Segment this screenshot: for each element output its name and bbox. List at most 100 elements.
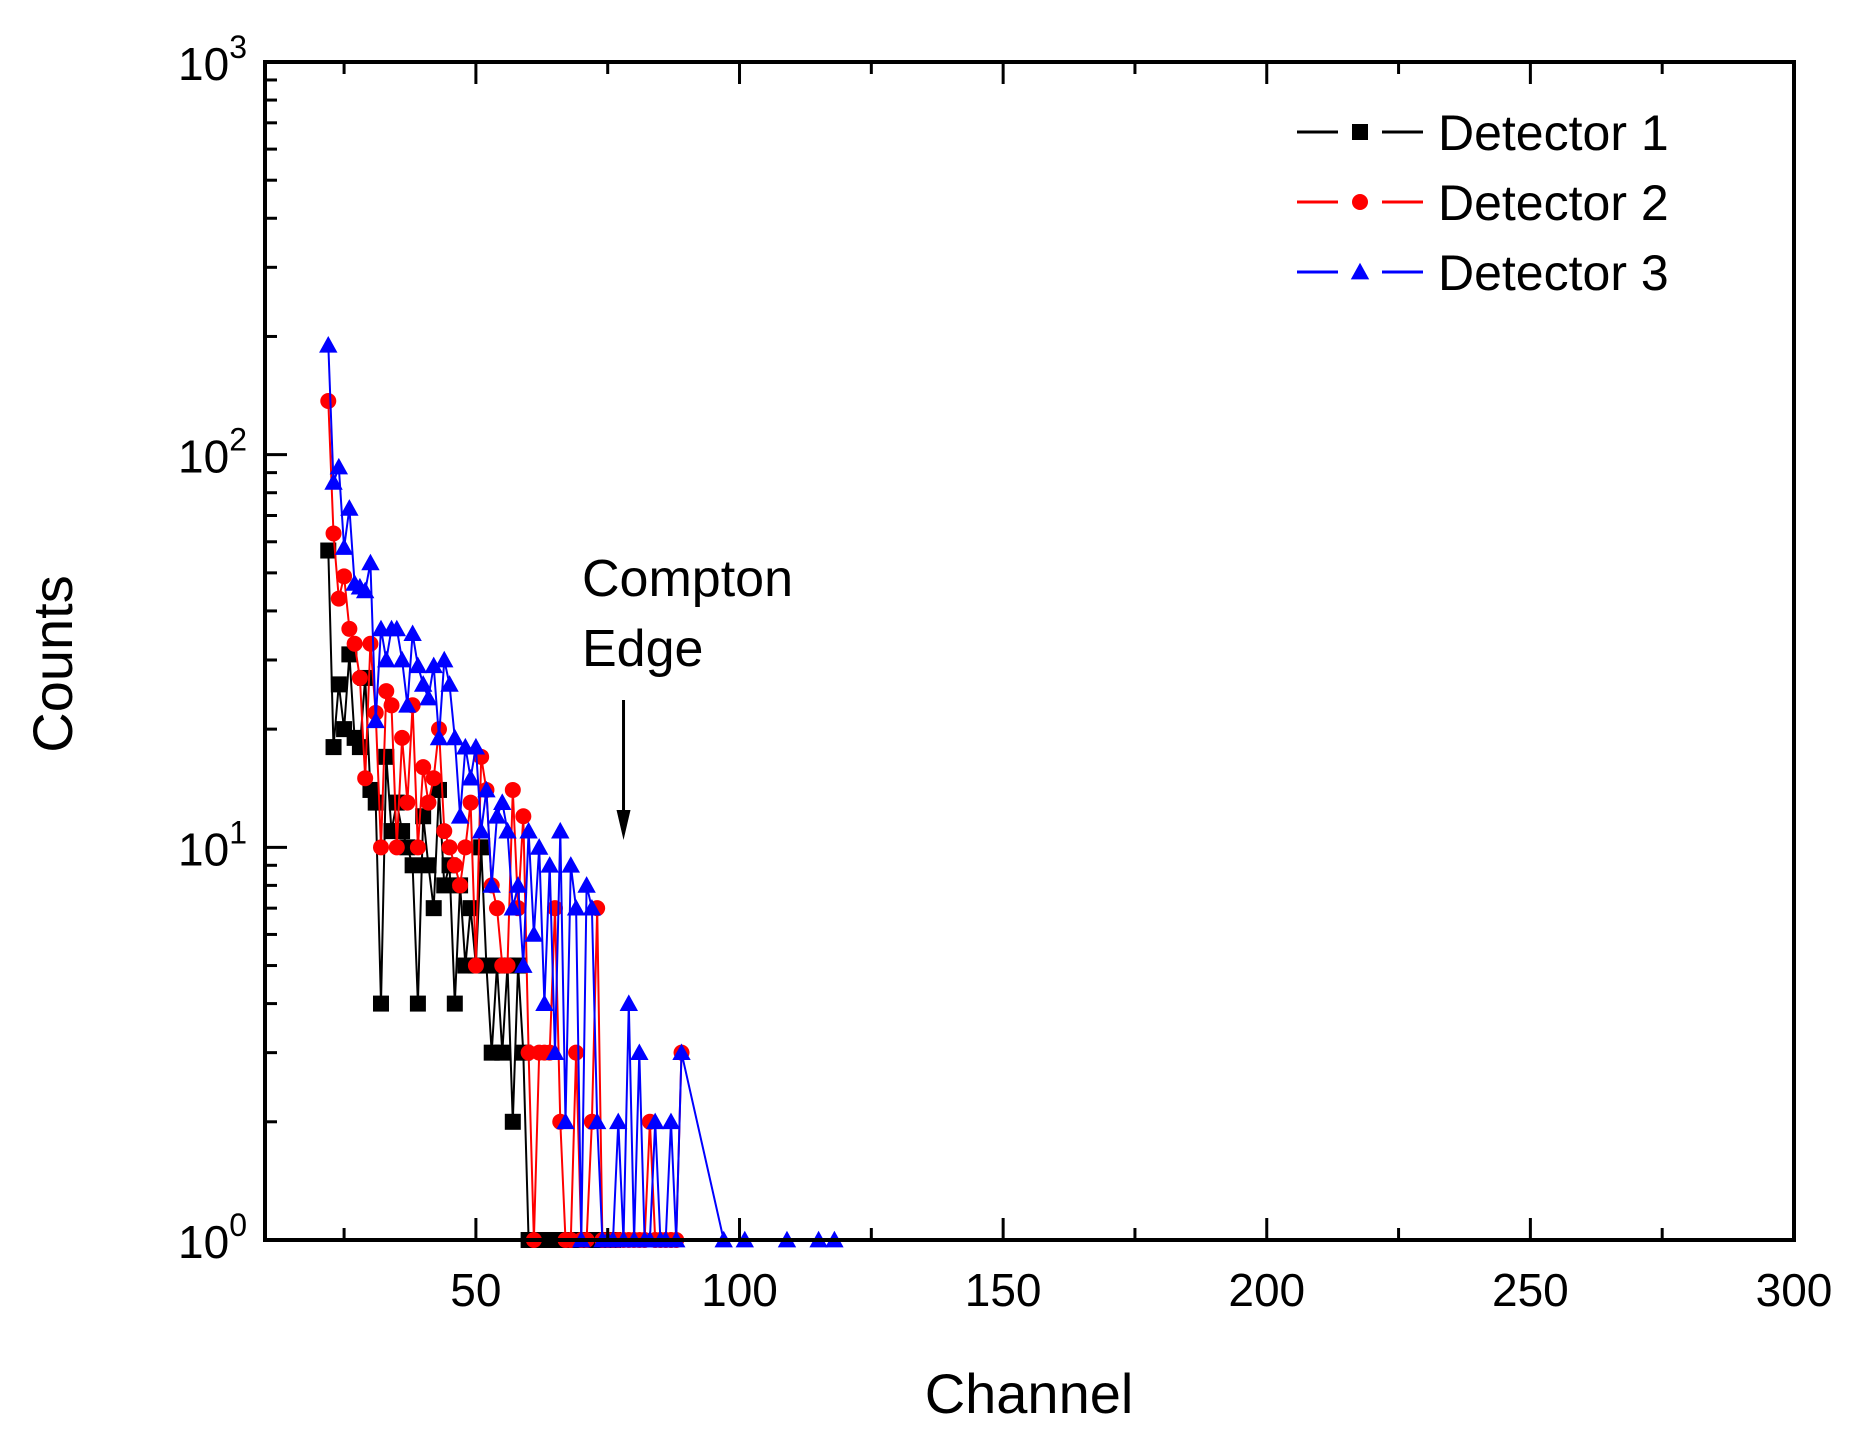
data-point — [493, 793, 512, 810]
x-tick-label: 50 — [450, 1264, 501, 1316]
data-point — [446, 995, 463, 1012]
data-point — [551, 821, 570, 839]
annotation-line-2: Edge — [582, 620, 703, 678]
data-point — [561, 856, 580, 873]
data-point — [514, 956, 533, 973]
data-point — [462, 794, 479, 811]
data-point — [387, 619, 407, 637]
data-point — [351, 669, 368, 686]
data-point — [568, 1044, 585, 1061]
data-point — [361, 553, 380, 571]
data-point — [398, 696, 417, 713]
legend-item-1: Detector 1 — [1297, 105, 1669, 161]
data-point — [446, 857, 463, 874]
data-point — [566, 898, 586, 916]
data-point — [535, 994, 554, 1011]
data-point — [545, 1043, 565, 1061]
data-point — [320, 392, 337, 409]
data-point — [378, 748, 395, 765]
data-point — [366, 711, 385, 729]
data-point — [424, 656, 443, 674]
annotation-line-1: Compton — [582, 550, 793, 608]
data-point — [498, 821, 517, 839]
annotation-arrow-head-icon — [616, 810, 631, 840]
x-axis: 50 100 150 200 250 300 — [342, 62, 1833, 1316]
y-axis-title: Counts — [21, 575, 84, 752]
y-axis: 100 101 102 103 — [178, 29, 287, 1268]
x-axis-title: Channel — [925, 1362, 1134, 1425]
data-point — [473, 839, 490, 856]
data-point — [330, 590, 347, 607]
data-point — [515, 808, 532, 825]
data-point — [413, 675, 433, 692]
data-point — [336, 568, 353, 585]
data-point — [372, 995, 389, 1012]
data-point — [1352, 194, 1368, 210]
data-point — [540, 856, 559, 873]
data-point — [619, 994, 638, 1011]
data-point — [524, 925, 544, 942]
data-point — [330, 676, 347, 693]
data-point — [403, 624, 422, 642]
data-point — [494, 1044, 511, 1061]
data-point — [450, 807, 470, 824]
x-tick-label: 100 — [701, 1264, 778, 1316]
data-point — [482, 876, 501, 893]
data-point — [388, 839, 405, 856]
data-point — [320, 542, 337, 559]
data-point — [471, 821, 491, 839]
data-point — [1352, 124, 1368, 140]
data-point — [529, 838, 549, 855]
plot-frame — [263, 60, 1796, 1242]
data-point — [556, 1112, 575, 1130]
data-point — [477, 780, 496, 798]
legend-label: Detector 2 — [1438, 175, 1669, 231]
data-point — [503, 898, 523, 916]
data-point — [441, 839, 458, 856]
data-point — [425, 770, 442, 787]
data-point — [392, 650, 412, 668]
data-point — [504, 1113, 521, 1130]
data-point — [587, 1112, 607, 1130]
data-point — [577, 876, 596, 893]
data-point — [346, 635, 363, 652]
data-point — [457, 839, 474, 856]
data-point — [404, 857, 421, 874]
data-point — [409, 839, 426, 856]
data-point — [372, 839, 389, 856]
data-point — [334, 538, 354, 555]
y-tick-label: 101 — [178, 814, 247, 875]
data-point — [325, 525, 342, 542]
data-point — [445, 728, 465, 746]
data-point — [377, 650, 396, 668]
legend-item-3: Detector 3 — [1297, 245, 1669, 301]
legend: Detector 1 Detector 2 Detector 3 — [1297, 105, 1669, 301]
data-point — [325, 739, 342, 756]
data-point — [367, 794, 384, 811]
data-point — [409, 995, 426, 1012]
data-point — [461, 768, 480, 786]
data-point — [420, 794, 437, 811]
data-point — [425, 900, 442, 917]
data-point — [420, 857, 437, 874]
data-point — [399, 794, 416, 811]
data-point — [499, 957, 516, 974]
compton-edge-annotation: Compton Edge — [582, 550, 793, 840]
data-point — [355, 581, 375, 599]
data-point — [488, 900, 505, 917]
data-point — [324, 473, 343, 490]
x-tick-label: 300 — [1756, 1264, 1833, 1316]
data-point — [645, 1112, 665, 1130]
legend-label: Detector 1 — [1438, 105, 1669, 161]
data-point — [362, 635, 379, 652]
x-tick-label: 150 — [965, 1264, 1042, 1316]
data-point — [466, 737, 486, 755]
y-tick-label: 100 — [178, 1207, 247, 1268]
x-tick-label: 250 — [1492, 1264, 1569, 1316]
data-point — [340, 499, 359, 516]
data-point — [383, 697, 400, 714]
y-tick-label: 103 — [178, 29, 247, 90]
data-point — [504, 781, 521, 798]
data-point — [429, 728, 449, 746]
